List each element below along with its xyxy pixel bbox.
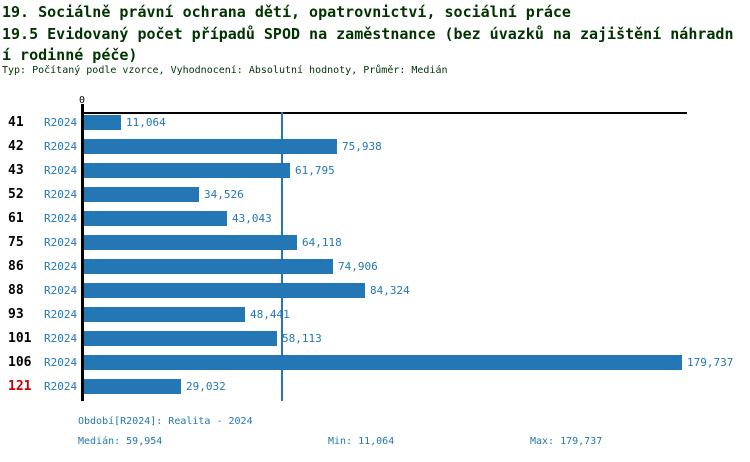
- chart-row: 42 R2024 75,938: [0, 135, 750, 159]
- median-line: [281, 112, 283, 401]
- value-label: 34,526: [204, 188, 244, 201]
- value-bar: [84, 307, 245, 322]
- row-period-label: R2024: [44, 356, 78, 369]
- period-label: Období[R2024]: Realita - 2024: [78, 416, 253, 427]
- chart-row: 106 R2024 179,737: [0, 351, 750, 375]
- min-summary-label: Min: 11,064: [328, 436, 395, 447]
- chart-row: 75 R2024 64,118: [0, 231, 750, 255]
- report-title: 19. Sociálně právní ochrana dětí, opatro…: [2, 3, 571, 21]
- row-period-label: R2024: [44, 380, 78, 393]
- row-category-label: 41: [8, 115, 24, 130]
- row-category-label: 61: [8, 211, 24, 226]
- row-category-label: 75: [8, 235, 24, 250]
- row-period-label: R2024: [44, 260, 78, 273]
- value-label: 43,043: [232, 212, 272, 225]
- row-period-label: R2024: [44, 140, 78, 153]
- row-period-label: R2024: [44, 236, 78, 249]
- y-axis-line: [81, 104, 84, 401]
- value-bar: [84, 331, 277, 346]
- value-bar: [84, 283, 365, 298]
- report-subtitle-line2: í rodinné péče): [2, 46, 138, 64]
- chart-row: 121 R2024 29,032: [0, 375, 750, 399]
- value-bar: [84, 163, 290, 178]
- row-category-label: 101: [8, 331, 32, 346]
- row-period-label: R2024: [44, 332, 78, 345]
- chart-row: 61 R2024 43,043: [0, 207, 750, 231]
- value-bar: [84, 379, 181, 394]
- row-period-label: R2024: [44, 116, 78, 129]
- max-summary-label: Max: 179,737: [530, 436, 603, 447]
- row-period-label: R2024: [44, 188, 78, 201]
- value-label: 48,441: [250, 308, 290, 321]
- value-label: 74,906: [338, 260, 378, 273]
- value-bar: [84, 139, 337, 154]
- value-label: 58,113: [282, 332, 322, 345]
- report-meta: Typ: Počítaný podle vzorce, Vyhodnocení:…: [2, 65, 448, 76]
- chart-row: 93 R2024 48,441: [0, 303, 750, 327]
- x-axis-line: [81, 112, 687, 114]
- row-period-label: R2024: [44, 308, 78, 321]
- value-bar: [84, 211, 227, 226]
- value-label: 179,737: [687, 356, 734, 369]
- value-bar: [84, 259, 333, 274]
- x-axis-zero-label: 0: [78, 95, 86, 106]
- value-label: 29,032: [186, 380, 226, 393]
- value-label: 75,938: [342, 140, 382, 153]
- value-bar: [84, 235, 297, 250]
- row-period-label: R2024: [44, 212, 78, 225]
- row-category-label: 42: [8, 139, 24, 154]
- value-label: 11,064: [126, 116, 166, 129]
- value-label: 61,795: [295, 164, 335, 177]
- value-bar: [84, 355, 682, 370]
- row-category-label: 121: [8, 379, 32, 394]
- row-category-label: 43: [8, 163, 24, 178]
- chart-row: 101 R2024 58,113: [0, 327, 750, 351]
- value-bar: [84, 115, 121, 130]
- row-category-label: 86: [8, 259, 24, 274]
- value-label: 64,118: [302, 236, 342, 249]
- row-period-label: R2024: [44, 164, 78, 177]
- chart-row: 52 R2024 34,526: [0, 183, 750, 207]
- value-bar: [84, 187, 199, 202]
- row-category-label: 52: [8, 187, 24, 202]
- chart-row: 43 R2024 61,795: [0, 159, 750, 183]
- chart-row: 41 R2024 11,064: [0, 111, 750, 135]
- row-period-label: R2024: [44, 284, 78, 297]
- report-subtitle-line1: 19.5 Evidovaný počet případů SPOD na zam…: [2, 25, 734, 43]
- chart-row: 86 R2024 74,906: [0, 255, 750, 279]
- chart-row: 88 R2024 84,324: [0, 279, 750, 303]
- row-category-label: 88: [8, 283, 24, 298]
- row-category-label: 93: [8, 307, 24, 322]
- row-category-label: 106: [8, 355, 32, 370]
- median-summary-label: Medián: 59,954: [78, 436, 163, 447]
- chart-rows: 41 R2024 11,064 42 R2024 75,938 43 R2024…: [0, 111, 750, 399]
- value-label: 84,324: [370, 284, 410, 297]
